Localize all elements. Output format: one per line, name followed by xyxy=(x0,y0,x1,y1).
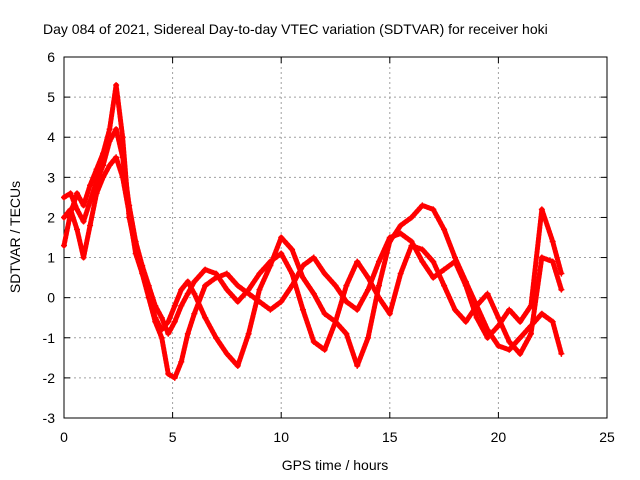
y-tick-label: 3 xyxy=(47,169,55,185)
x-tick-label: 25 xyxy=(599,429,615,445)
y-axis-label: SDTVAR / TECUs xyxy=(7,181,23,293)
chart-title: Day 084 of 2021, Sidereal Day-to-day VTE… xyxy=(43,21,548,37)
grid xyxy=(64,57,607,418)
plot-frame xyxy=(63,56,608,419)
x-tick-label: 15 xyxy=(382,429,398,445)
x-tick-label: 10 xyxy=(273,429,289,445)
y-tick-label: -3 xyxy=(43,410,56,426)
data-marks xyxy=(61,82,565,381)
series-trace xyxy=(61,82,564,369)
x-axis-ticks: 0 5 10 15 20 25 xyxy=(60,57,615,445)
y-tick-label: 5 xyxy=(47,89,55,105)
series-track-3 xyxy=(61,154,565,381)
y-tick-label: 0 xyxy=(47,290,55,306)
y-tick-label: 1 xyxy=(47,250,55,266)
y-tick-label: 6 xyxy=(47,49,55,65)
series-track-1 xyxy=(61,82,565,369)
x-axis-label: GPS time / hours xyxy=(282,457,389,473)
x-tick-label: 20 xyxy=(491,429,507,445)
y-tick-label: 2 xyxy=(47,209,55,225)
series-trace xyxy=(61,126,564,357)
y-axis-ticks: -3 -2 -1 0 1 2 3 4 5 6 xyxy=(43,49,607,426)
series-track-2 xyxy=(61,126,565,357)
series-trace xyxy=(61,154,564,381)
y-tick-label: -1 xyxy=(43,330,56,346)
x-tick-label: 0 xyxy=(60,429,68,445)
y-tick-label: -2 xyxy=(43,370,56,386)
x-tick-label: 5 xyxy=(169,429,177,445)
y-tick-label: 4 xyxy=(47,129,55,145)
